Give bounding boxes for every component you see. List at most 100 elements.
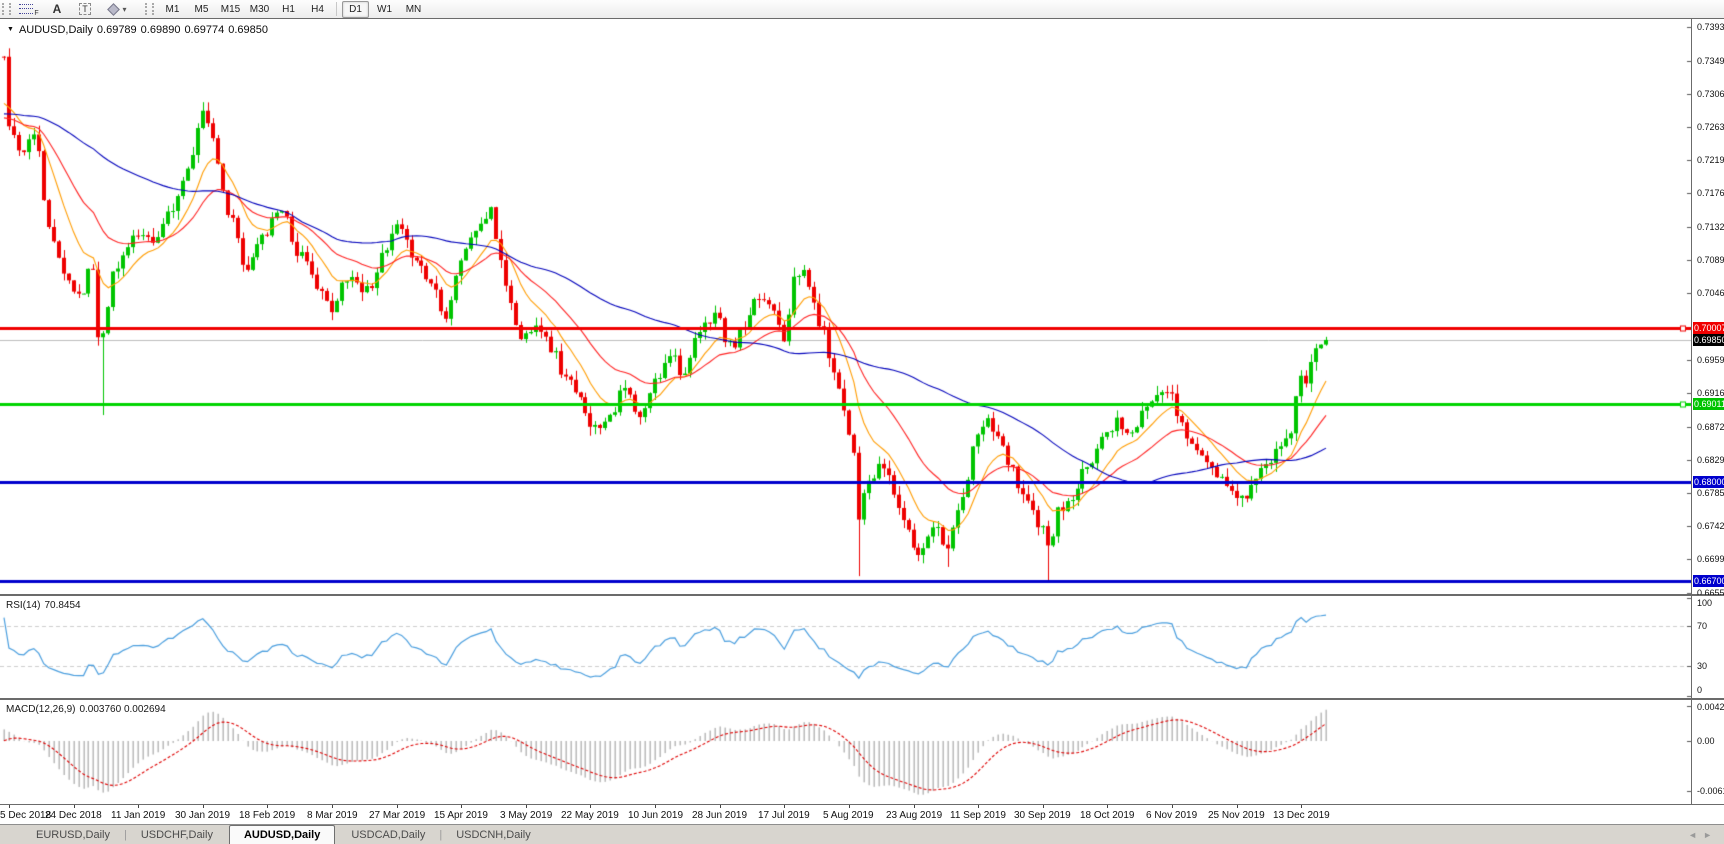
- text-icon: A: [52, 2, 62, 16]
- date-axis-label: 5 Dec 2018: [0, 810, 52, 821]
- rsi-axis-label: 100: [1697, 598, 1713, 608]
- date-axis-label: 8 Mar 2019: [307, 810, 358, 821]
- price-tag-0.69011: 0.69011: [1693, 398, 1724, 411]
- fibonacci-tool-button[interactable]: F: [16, 0, 42, 18]
- timeframe-button-m30[interactable]: M30: [249, 3, 270, 15]
- date-axis-label: 10 Jun 2019: [628, 810, 684, 821]
- timeframe-button-group: M1 M5 M15 M30 H1 H4 D1 W1 MN: [158, 0, 428, 18]
- price-chart-canvas[interactable]: [0, 20, 1691, 595]
- price-tag-0.68000: 0.68000: [1693, 475, 1724, 488]
- rsi-axis-label: 0: [1697, 685, 1703, 695]
- rsi-canvas[interactable]: [0, 597, 1691, 699]
- chart-symbol-label: AUDUSD,Daily: [18, 24, 93, 36]
- timeframe-button-m1[interactable]: M1: [165, 3, 180, 15]
- macd-panel: MACD(12,26,9)0.003760 0.002694 0.00423 0.…: [0, 699, 1724, 805]
- macd-values: 0.003760 0.002694: [79, 704, 166, 715]
- timeframe-button-mn[interactable]: MN: [405, 3, 422, 15]
- date-axis-label: 5 Aug 2019: [823, 810, 874, 821]
- date-axis-label: 11 Sep 2019: [950, 810, 1006, 821]
- text-tool-button[interactable]: A: [44, 0, 70, 18]
- macd-label: MACD(12,26,9) 0.003760 0.002694: [6, 704, 170, 715]
- date-axis-label: 18 Oct 2019: [1080, 810, 1135, 821]
- date-axis-label: 23 Aug 2019: [886, 810, 943, 821]
- ohlc-open: 0.69789: [96, 24, 137, 36]
- arrows-icon: [107, 2, 121, 16]
- timeframe-button-m5[interactable]: M5: [194, 3, 209, 15]
- date-axis-label: 24 Dec 2018: [45, 810, 102, 821]
- macd-axis-label: 0.00: [1697, 736, 1715, 746]
- timeframe-button-d1[interactable]: D1: [342, 0, 369, 18]
- date-axis-label: 18 Feb 2019: [239, 810, 296, 821]
- chart-tab-bar: EURUSD,Daily | USDCHF,Daily AUDUSD,Daily USD…: [0, 824, 1724, 844]
- date-axis-tick: [9, 805, 10, 808]
- rsi-name: RSI(14): [6, 600, 41, 611]
- timeframe-button-m15[interactable]: M15: [220, 3, 241, 15]
- price-chart-panel: ▼ AUDUSD,Daily 0.69789 0.69890 0.69774 0.6985…: [0, 18, 1724, 598]
- chart-tab-eurusd[interactable]: EURUSD,Daily: [36, 829, 110, 841]
- price-axis-border: [1691, 19, 1692, 594]
- date-axis-tick: [1301, 805, 1302, 808]
- chart-tab-usdcad[interactable]: USDCAD,Daily: [351, 829, 426, 841]
- date-axis-tick: [203, 805, 204, 808]
- date-axis-tick: [720, 805, 721, 808]
- date-axis-tick: [74, 805, 75, 808]
- rsi-axis-border: [1691, 596, 1692, 698]
- date-axis-tick: [332, 805, 333, 808]
- fibonacci-icon-letter: F: [34, 10, 39, 17]
- rsi-panel: RSI(14) 70.8454 100 70 30 0: [0, 595, 1724, 699]
- date-axis[interactable]: 5 Dec 2018 24 Dec 2018 11 Jan 2019 30 Jan 2…: [0, 805, 1724, 824]
- tab-separator: |: [439, 829, 443, 841]
- chart-tab-usdcnh[interactable]: USDCNH,Daily: [456, 829, 531, 841]
- date-axis-label: 30 Jan 2019: [175, 810, 231, 821]
- date-axis-tick: [784, 805, 785, 808]
- rsi-label: RSI(14) 70.8454: [6, 600, 85, 611]
- timeframe-button-h1[interactable]: H1: [282, 3, 295, 15]
- date-axis-label: 28 Jun 2019: [692, 810, 748, 821]
- tab-separator: |: [123, 829, 127, 841]
- macd-canvas[interactable]: [0, 701, 1691, 805]
- price-tag-0.69850: 0.69850: [1693, 333, 1724, 346]
- chart-menu-icon[interactable]: ▼: [7, 26, 14, 33]
- date-axis-label: 22 May 2019: [561, 810, 619, 821]
- date-axis-label: 30 Sep 2019: [1014, 810, 1071, 821]
- rsi-axis-label: 30: [1697, 661, 1708, 671]
- date-axis-tick: [1237, 805, 1238, 808]
- arrows-tool-button[interactable]: ▾: [100, 0, 136, 18]
- dropdown-caret-icon: ▾: [122, 4, 127, 14]
- ohlc-high: 0.69890: [140, 24, 181, 36]
- date-axis-label: 17 Jul 2019: [758, 810, 810, 821]
- date-axis-label: 3 May 2019: [500, 810, 553, 821]
- chart-title: ▼ AUDUSD,Daily 0.69789 0.69890 0.69774 0.6985…: [7, 24, 272, 36]
- tab-scroll-left-icon[interactable]: ◄: [1688, 830, 1704, 840]
- tab-scroll-right-icon[interactable]: ►: [1703, 830, 1718, 840]
- date-axis-label: 13 Dec 2019: [1273, 810, 1330, 821]
- rsi-value: 70.8454: [44, 600, 81, 611]
- macd-axis-label: -0.00610: [1697, 786, 1724, 797]
- label-icon: T: [79, 3, 91, 15]
- date-axis-label: 15 Apr 2019: [434, 810, 488, 821]
- macd-name: MACD(12,26,9): [6, 704, 76, 715]
- date-axis-tick: [461, 805, 462, 808]
- chart-tab-usdchf[interactable]: USDCHF,Daily: [140, 829, 213, 841]
- toolbar-grip[interactable]: [2, 3, 11, 15]
- chart-tab-audusd[interactable]: AUDUSD,Daily: [228, 825, 336, 844]
- date-axis-tick: [1043, 805, 1044, 808]
- label-tool-button[interactable]: T: [72, 0, 98, 18]
- date-axis-label: 6 Nov 2019: [1146, 810, 1198, 821]
- timeframe-button-w1[interactable]: W1: [377, 3, 392, 15]
- toolbar-grip-2[interactable]: [145, 3, 154, 15]
- date-axis-label: 27 Mar 2019: [369, 810, 426, 821]
- date-axis-tick: [267, 805, 268, 808]
- timeframe-button-h4[interactable]: H4: [311, 3, 324, 15]
